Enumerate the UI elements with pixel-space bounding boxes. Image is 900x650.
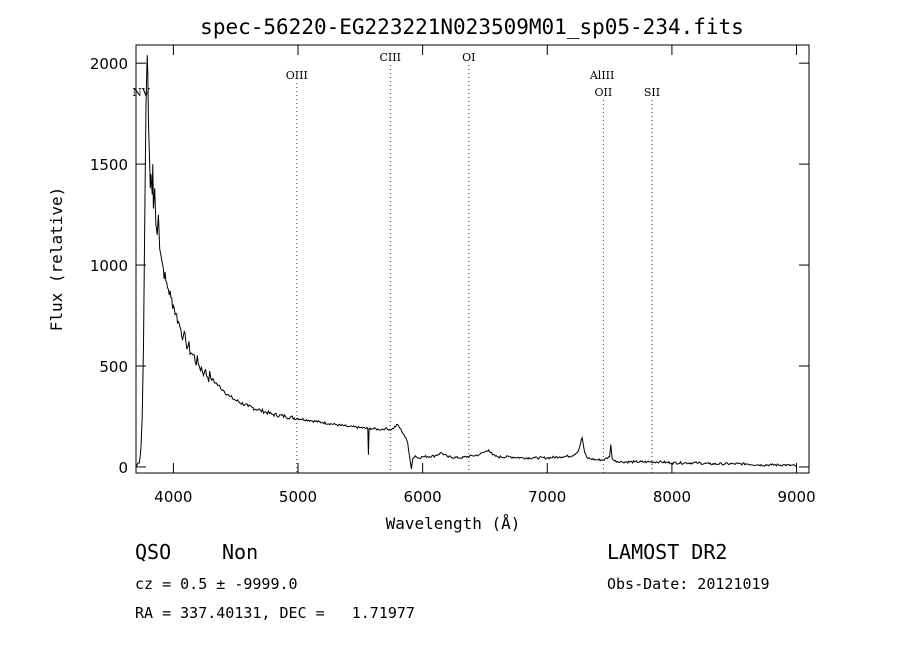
survey-name: LAMOST DR2: [607, 540, 728, 564]
y-tick-label: 0: [118, 459, 128, 477]
object-subclass: Non: [222, 540, 259, 564]
line-label-aliii: AlIII: [589, 69, 615, 82]
y-axis-label: Flux (relative): [47, 187, 66, 332]
x-tick-label: 4000: [154, 488, 192, 506]
x-tick-label: 5000: [279, 488, 317, 506]
x-tick-label: 9000: [777, 488, 815, 506]
x-tick-label: 6000: [404, 488, 442, 506]
tick-labels: 4000 5000 6000 7000 8000 9000 0 500 1000 1500 2000: [90, 55, 816, 506]
chart-title: spec-56220-EG223221N023509M01_sp05-234.f…: [200, 15, 744, 39]
line-label-oiii: OIII: [286, 69, 308, 82]
x-axis-label: Wavelength (Å): [386, 514, 521, 533]
x-tick-label: 8000: [653, 488, 691, 506]
line-label-oii: OII: [595, 86, 613, 99]
redshift-text: cz = 0.5 ± -9999.0: [135, 575, 298, 593]
y-tick-label: 1000: [90, 257, 128, 275]
line-label-ciii: CIII: [380, 51, 401, 64]
x-tick-label: 7000: [528, 488, 566, 506]
spectrum-line: [135, 55, 797, 470]
line-label-oi: OI: [462, 51, 475, 64]
line-label-sii: SII: [644, 86, 660, 99]
y-tick-label: 2000: [90, 55, 128, 73]
object-class: QSO: [135, 540, 172, 564]
axis-ticks: [136, 45, 809, 473]
plot-frame: [135, 44, 810, 474]
y-tick-label: 1500: [90, 156, 128, 174]
coordinates-text: RA = 337.40131, DEC = 1.71977: [135, 604, 415, 622]
obs-date-text: Obs-Date: 20121019: [607, 575, 770, 593]
y-tick-label: 500: [99, 358, 128, 376]
